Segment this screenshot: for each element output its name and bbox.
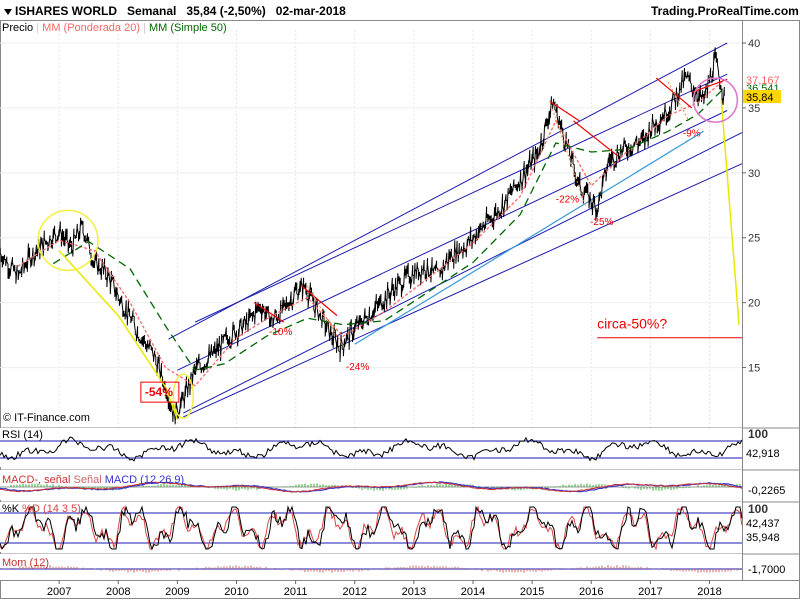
stoch-value-label: 42,437 xyxy=(746,518,780,530)
highlight-circle xyxy=(172,373,195,419)
macd-title-part: MACD-, señal xyxy=(2,474,70,486)
year-tick-label: 2015 xyxy=(520,586,544,598)
price-value-label: 35,84 xyxy=(746,92,774,104)
price-info: 35,84 (-2,50%) xyxy=(186,4,266,18)
support-line xyxy=(354,130,704,345)
rsi-line xyxy=(0,436,743,462)
dropdown-triangle-icon[interactable] xyxy=(4,8,12,15)
annotation-label: -54% xyxy=(145,385,173,399)
stoch-background xyxy=(0,502,742,552)
rsi-tick-label: 100 xyxy=(748,427,768,441)
year-tick-label: 2009 xyxy=(165,586,189,598)
annotation-box xyxy=(140,381,180,403)
drop-line xyxy=(307,285,344,346)
annotation-label: -10% xyxy=(269,327,292,338)
macd-title: MACD-, señal Señal MACD (12 26 9) xyxy=(2,474,184,486)
stoch-title-part: %D (14 3 5) xyxy=(19,503,81,515)
price-tick-label: 20 xyxy=(748,298,760,310)
highlight-circle xyxy=(692,77,739,123)
instrument-title: ISHARES WORLD xyxy=(15,4,117,18)
sma-series xyxy=(52,87,725,371)
rsi-value-label: 42,918 xyxy=(746,448,780,460)
annotation-label: -24% xyxy=(346,362,369,373)
mom-value-label: -1,7000 xyxy=(748,564,785,576)
wma-series xyxy=(17,79,725,387)
annotation-label: -22% xyxy=(556,195,579,206)
period-label: Semanal xyxy=(127,4,177,18)
source-label: Trading.ProRealTime.com xyxy=(651,4,799,18)
rsi-title: RSI (14) xyxy=(2,429,43,441)
drop-line xyxy=(549,101,586,206)
rsi-background xyxy=(0,428,742,467)
channel-line xyxy=(183,163,743,418)
pullback-line xyxy=(691,78,728,93)
crash-projection-line xyxy=(58,250,179,420)
watermark: © IT-Finance.com xyxy=(3,412,90,424)
legend-wma: MM (Ponderada 20) xyxy=(42,22,140,34)
legend-sma: MM (Simple 50) xyxy=(148,22,227,34)
macd-title-part: MACD (12 26 9) xyxy=(102,474,185,486)
year-tick-label: 2017 xyxy=(638,586,662,598)
year-tick-label: 2014 xyxy=(461,586,485,598)
mom-title: Mom (12) xyxy=(2,557,49,569)
stoch-tick-label: 100 xyxy=(748,502,768,516)
year-tick-label: 2013 xyxy=(402,586,426,598)
year-tick-label: 2016 xyxy=(579,586,603,598)
macd-title-part: Señal xyxy=(70,474,101,486)
stoch-title: %K %D (14 3 5) xyxy=(2,503,81,515)
stoch-value-label: 35,948 xyxy=(746,532,780,544)
annotation-label: -25% xyxy=(590,217,613,228)
channel-line xyxy=(168,42,728,340)
highlight-circle xyxy=(37,209,99,272)
price-tick-label: 25 xyxy=(748,233,760,245)
channel-line xyxy=(194,73,728,323)
macd-panel: MACD-, señal Señal MACD (12 26 9) -0,2265 xyxy=(0,469,800,500)
pullback-line xyxy=(301,285,338,317)
price-tick-label: 35 xyxy=(748,103,760,115)
price-value-label: 37,167 xyxy=(746,75,780,87)
mom-background xyxy=(0,554,742,580)
date-label: 02-mar-2018 xyxy=(275,4,346,18)
macd-signal-line xyxy=(0,481,743,493)
year-tick-label: 2018 xyxy=(697,586,721,598)
year-tick-label: 2010 xyxy=(224,586,248,598)
stoch-panel: %K %D (14 3 5) 100 42,437 35,948 xyxy=(0,501,800,552)
annotation-label: -9% xyxy=(683,128,701,139)
pullback-line xyxy=(573,120,619,157)
year-tick-label: 2012 xyxy=(342,586,366,598)
rsi-panel: RSI (14) 100 42,918 xyxy=(0,427,800,467)
pullback-line xyxy=(549,100,580,122)
stoch-k-line xyxy=(0,505,743,551)
price-tick-label: 30 xyxy=(748,168,760,180)
drop-line xyxy=(667,81,690,122)
price-panel: 15 20 25 30 35 40 -54% -10% -24% -22% -25% -9% circa… xyxy=(0,20,800,599)
stoch-d-line xyxy=(0,505,743,551)
current-price-box xyxy=(743,89,781,103)
channel-line xyxy=(183,132,743,414)
x-axis: 2007 2008 2009 2010 2011 2012 2013 2014 2015 2016… xyxy=(0,580,800,598)
legend-price: Precio xyxy=(2,22,34,34)
macd-value-label: -0,2265 xyxy=(748,485,785,497)
chart-header: ISHARES WORLD Semanal 35,84 (-2,50%) 02-… xyxy=(4,4,346,18)
pullback-line xyxy=(253,302,285,323)
price-tick-label: 40 xyxy=(748,38,760,50)
year-tick-label: 2007 xyxy=(47,586,71,598)
channel-line xyxy=(177,110,728,371)
annotation-label: circa-50%? xyxy=(597,316,667,332)
mom-panel: Mom (12) -1,7000 xyxy=(0,553,800,580)
price-legend: Precio | MM (Ponderada 20) | MM (Simple … xyxy=(2,22,227,34)
forecast-projection-line xyxy=(720,100,740,325)
year-tick-label: 2011 xyxy=(284,586,308,598)
year-tick-label: 2008 xyxy=(106,586,130,598)
stoch-title-part: %K xyxy=(2,503,20,515)
price-tick-label: 15 xyxy=(748,363,760,375)
